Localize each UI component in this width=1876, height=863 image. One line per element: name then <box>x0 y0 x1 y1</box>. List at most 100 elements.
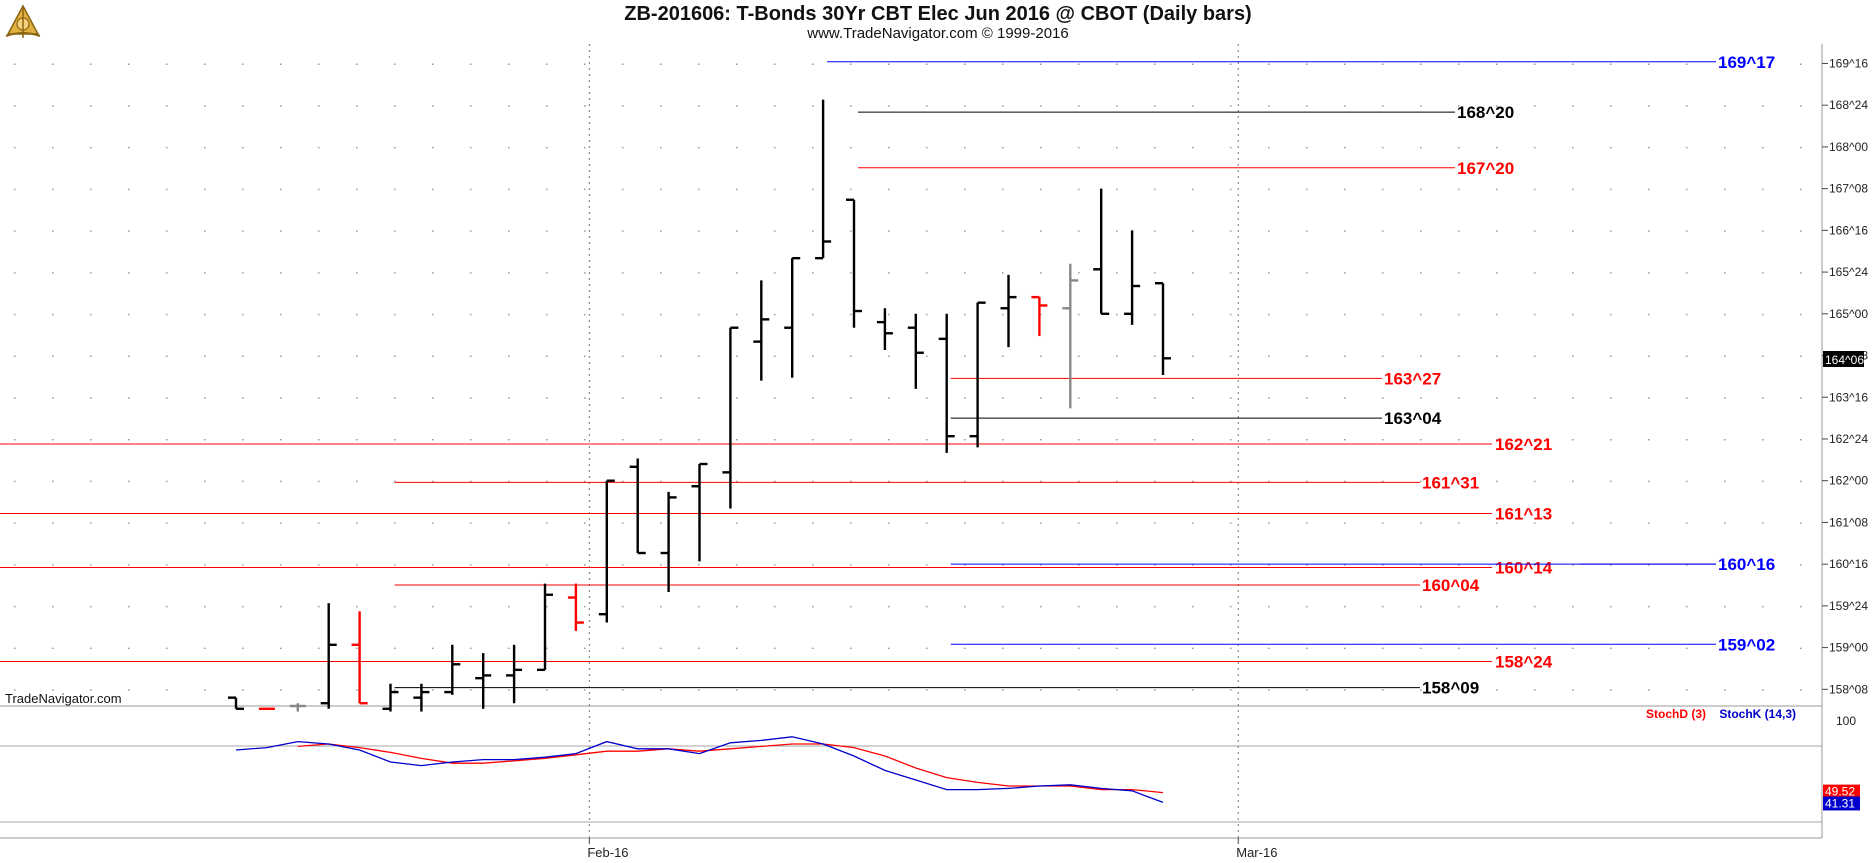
grid-dot <box>1192 313 1194 316</box>
grid-dot <box>1724 480 1726 483</box>
grid-dot <box>1762 564 1764 566</box>
grid-dot <box>622 272 624 274</box>
stochk-legend-label: StochK (14,3) <box>1719 707 1797 721</box>
ohlc-bar <box>1093 188 1110 316</box>
grid-dot <box>508 438 510 441</box>
grid-dot <box>128 522 130 524</box>
grid-dot <box>356 188 358 191</box>
grid-dot <box>850 146 852 149</box>
grid-dot <box>280 689 282 691</box>
grid-dot <box>1154 355 1156 358</box>
grid-dot <box>432 438 434 441</box>
grid-dot <box>1458 480 1460 483</box>
grid-dot <box>280 438 282 441</box>
grid-dot <box>698 605 700 608</box>
grid-dot <box>14 63 16 65</box>
y-tick-label: 162^00 <box>1829 474 1868 488</box>
grid-dot <box>1572 230 1574 232</box>
grid-dot <box>926 397 928 399</box>
grid-dot <box>1496 522 1498 524</box>
grid-dot <box>888 355 890 358</box>
grid-dot <box>1724 605 1726 608</box>
grid-dot <box>280 272 282 274</box>
grid-dot <box>850 647 852 650</box>
grid-dot <box>622 480 624 483</box>
grid-dot <box>850 564 852 566</box>
grid-dot <box>356 105 358 107</box>
grid-dot <box>1078 397 1080 399</box>
grid-dot <box>1116 480 1118 483</box>
grid-dot <box>280 564 282 566</box>
grid-dot <box>584 230 586 232</box>
grid-dot <box>204 647 206 650</box>
grid-dot <box>1724 564 1726 566</box>
grid-dot <box>394 146 396 149</box>
grid-dot <box>774 230 776 232</box>
grid-dot <box>166 63 168 65</box>
grid-dot <box>926 438 928 441</box>
grid-dot <box>1800 647 1802 650</box>
grid-dot <box>698 647 700 650</box>
grid-dot <box>1116 605 1118 608</box>
grid-dot <box>1648 689 1650 691</box>
grid-dot <box>242 564 244 566</box>
grid-dot <box>1116 522 1118 524</box>
grid-dot <box>1800 480 1802 483</box>
grid-dot <box>356 522 358 524</box>
grid-dot <box>1648 63 1650 65</box>
grid-dot <box>1800 522 1802 524</box>
grid-dot <box>888 689 890 691</box>
grid-dot <box>888 438 890 441</box>
price-level-label: 163^27 <box>1384 369 1441 388</box>
grid-dot <box>1078 188 1080 191</box>
grid-dot <box>1306 397 1308 399</box>
grid-dot <box>52 647 54 650</box>
price-level-label: 168^20 <box>1457 103 1514 122</box>
grid-dot <box>660 605 662 608</box>
grid-dot <box>1762 355 1764 358</box>
grid-dot <box>1344 105 1346 107</box>
grid-dot <box>90 564 92 566</box>
ohlc-bar <box>1031 295 1048 337</box>
grid-dot <box>774 605 776 608</box>
grid-dot <box>432 146 434 149</box>
grid-dot <box>1078 438 1080 441</box>
grid-dot <box>1496 188 1498 191</box>
grid-dot <box>964 605 966 608</box>
grid-dot <box>850 105 852 107</box>
grid-dot <box>1686 313 1688 316</box>
grid-dot <box>14 397 16 399</box>
grid-dot <box>128 63 130 65</box>
grid-dot <box>1382 313 1384 316</box>
grid-dot <box>888 647 890 650</box>
grid-dot <box>698 105 700 107</box>
grid-dot <box>888 480 890 483</box>
grid-dot <box>1154 438 1156 441</box>
grid-dot <box>204 522 206 524</box>
grid-dot <box>432 689 434 691</box>
grid-dot <box>1572 605 1574 608</box>
grid-dot <box>128 480 130 483</box>
grid-dot <box>1572 522 1574 524</box>
grid-dot <box>1648 480 1650 483</box>
grid-dot <box>850 355 852 358</box>
grid-dot <box>166 647 168 650</box>
grid-dot <box>1496 63 1498 65</box>
grid-dot <box>1002 188 1004 191</box>
grid-dot <box>698 272 700 274</box>
grid-dot <box>318 355 320 358</box>
ohlc-bar <box>907 313 924 389</box>
grid-dot <box>1040 63 1042 65</box>
grid-dot <box>508 272 510 274</box>
grid-dot <box>508 188 510 191</box>
grid-dot <box>470 188 472 191</box>
grid-dot <box>1572 188 1574 191</box>
grid-dot <box>1116 105 1118 107</box>
sextant-icon[interactable] <box>2 0 44 42</box>
grid-dot <box>1724 105 1726 107</box>
grid-dot <box>736 522 738 524</box>
grid-dot <box>926 63 928 65</box>
grid-dot <box>1230 522 1232 524</box>
grid-dot <box>1496 272 1498 274</box>
grid-dot <box>1040 689 1042 691</box>
